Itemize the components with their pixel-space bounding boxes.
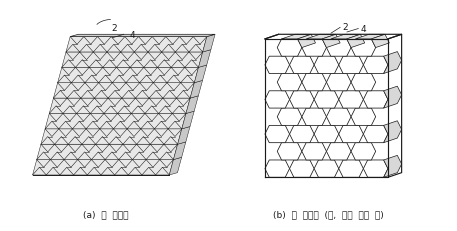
Polygon shape (384, 52, 402, 74)
Polygon shape (277, 109, 302, 126)
Polygon shape (49, 99, 190, 114)
Polygon shape (351, 143, 376, 160)
Polygon shape (302, 143, 326, 160)
Polygon shape (290, 91, 314, 109)
Polygon shape (32, 160, 174, 175)
Polygon shape (277, 74, 302, 91)
Polygon shape (70, 35, 215, 37)
Polygon shape (363, 57, 388, 74)
Polygon shape (290, 160, 314, 177)
Polygon shape (384, 87, 402, 109)
Polygon shape (182, 112, 194, 129)
Polygon shape (174, 142, 186, 160)
Polygon shape (314, 126, 339, 143)
Polygon shape (265, 57, 290, 74)
Polygon shape (302, 109, 326, 126)
Polygon shape (384, 121, 402, 143)
Polygon shape (314, 160, 339, 177)
Polygon shape (302, 40, 326, 57)
Polygon shape (178, 127, 190, 145)
Polygon shape (351, 109, 376, 126)
Polygon shape (326, 74, 351, 91)
Polygon shape (265, 160, 290, 177)
Polygon shape (339, 57, 363, 74)
Polygon shape (190, 81, 202, 99)
Text: 4: 4 (130, 31, 136, 40)
Text: 2: 2 (342, 23, 347, 32)
Polygon shape (306, 35, 336, 40)
Polygon shape (194, 66, 207, 83)
Text: (b)  셀  구조물  (상,  하단  인장  후): (b) 셀 구조물 (상, 하단 인장 후) (273, 210, 384, 219)
Polygon shape (53, 83, 194, 99)
Polygon shape (314, 57, 339, 74)
Polygon shape (326, 143, 351, 160)
Polygon shape (356, 35, 385, 40)
Polygon shape (169, 158, 181, 175)
Polygon shape (198, 50, 211, 68)
Text: (a)  셀  구조물: (a) 셀 구조물 (83, 210, 128, 219)
Polygon shape (298, 35, 315, 48)
Polygon shape (41, 129, 182, 145)
Polygon shape (339, 126, 363, 143)
Polygon shape (37, 145, 178, 160)
Polygon shape (277, 143, 302, 160)
Polygon shape (326, 40, 351, 57)
Polygon shape (186, 96, 198, 114)
Polygon shape (62, 53, 203, 68)
Polygon shape (363, 91, 388, 109)
Polygon shape (322, 35, 340, 48)
Polygon shape (45, 114, 186, 129)
Polygon shape (277, 40, 302, 57)
Polygon shape (290, 57, 314, 74)
Polygon shape (372, 35, 389, 48)
Polygon shape (58, 68, 198, 83)
Polygon shape (384, 156, 402, 177)
Polygon shape (265, 126, 290, 143)
Polygon shape (302, 74, 326, 91)
Polygon shape (363, 160, 388, 177)
Polygon shape (363, 126, 388, 143)
Polygon shape (314, 91, 339, 109)
Polygon shape (290, 126, 314, 143)
Polygon shape (339, 160, 363, 177)
Polygon shape (339, 91, 363, 109)
Polygon shape (326, 109, 351, 126)
Polygon shape (351, 74, 376, 91)
Polygon shape (203, 35, 215, 53)
Polygon shape (282, 35, 311, 40)
Polygon shape (265, 91, 290, 109)
Text: 4: 4 (360, 25, 366, 34)
Polygon shape (331, 35, 361, 40)
Polygon shape (351, 40, 376, 57)
Text: 2: 2 (112, 24, 117, 33)
Polygon shape (66, 37, 207, 53)
Polygon shape (347, 35, 365, 48)
